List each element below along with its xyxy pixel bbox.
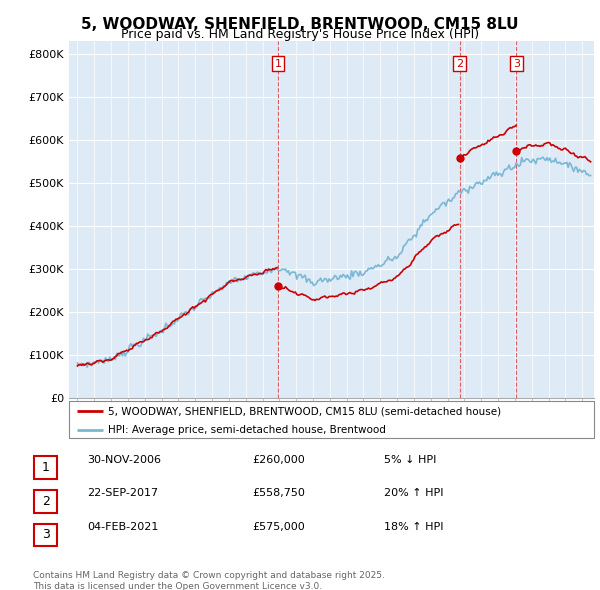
FancyBboxPatch shape	[34, 456, 58, 479]
Text: £558,750: £558,750	[252, 489, 305, 498]
FancyBboxPatch shape	[69, 401, 594, 438]
Text: HPI: Average price, semi-detached house, Brentwood: HPI: Average price, semi-detached house,…	[109, 425, 386, 435]
Text: 18% ↑ HPI: 18% ↑ HPI	[384, 522, 443, 532]
Text: Price paid vs. HM Land Registry's House Price Index (HPI): Price paid vs. HM Land Registry's House …	[121, 28, 479, 41]
FancyBboxPatch shape	[34, 523, 58, 546]
FancyBboxPatch shape	[34, 490, 58, 513]
Text: 1: 1	[274, 58, 281, 68]
Text: 5% ↓ HPI: 5% ↓ HPI	[384, 455, 436, 464]
Text: 20% ↑ HPI: 20% ↑ HPI	[384, 489, 443, 498]
Text: 3: 3	[513, 58, 520, 68]
Text: 1: 1	[41, 461, 50, 474]
Text: 2: 2	[456, 58, 463, 68]
Text: 30-NOV-2006: 30-NOV-2006	[87, 455, 161, 464]
Text: £575,000: £575,000	[252, 522, 305, 532]
Text: 22-SEP-2017: 22-SEP-2017	[87, 489, 158, 498]
Text: 3: 3	[41, 529, 50, 542]
Text: 5, WOODWAY, SHENFIELD, BRENTWOOD, CM15 8LU (semi-detached house): 5, WOODWAY, SHENFIELD, BRENTWOOD, CM15 8…	[109, 406, 502, 416]
Text: £260,000: £260,000	[252, 455, 305, 464]
Text: 5, WOODWAY, SHENFIELD, BRENTWOOD, CM15 8LU: 5, WOODWAY, SHENFIELD, BRENTWOOD, CM15 8…	[81, 17, 519, 31]
Text: 04-FEB-2021: 04-FEB-2021	[87, 522, 158, 532]
Text: Contains HM Land Registry data © Crown copyright and database right 2025.
This d: Contains HM Land Registry data © Crown c…	[33, 571, 385, 590]
Text: 2: 2	[41, 495, 50, 508]
